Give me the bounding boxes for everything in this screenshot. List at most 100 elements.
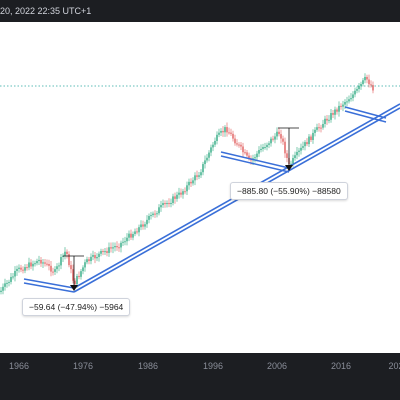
candle-body: [112, 247, 114, 249]
candle-body: [160, 205, 162, 208]
candle-body: [244, 152, 246, 154]
candle-body: [162, 203, 164, 206]
measure-label-1974[interactable]: −59.64 (−47.94%) −5964: [22, 298, 131, 316]
chart-canvas[interactable]: [0, 22, 400, 353]
candle-body: [270, 138, 272, 144]
candle-body: [48, 264, 50, 266]
candle-body: [370, 84, 372, 86]
candle-body: [136, 231, 138, 233]
candle-body: [234, 138, 236, 144]
candle-body: [356, 89, 358, 91]
candle-body: [262, 147, 264, 149]
candle-body: [24, 267, 26, 271]
time-tick: 2016: [330, 361, 352, 371]
candle-body: [138, 227, 140, 233]
time-tick: 1976: [72, 361, 94, 371]
trendline-lower[interactable]: [23, 278, 75, 293]
candle-body: [362, 80, 364, 85]
candle-body: [70, 265, 72, 270]
candle-body: [28, 262, 30, 268]
candle-body: [102, 250, 104, 252]
time-axis[interactable]: 1966 1976 1986 1996 2006 2016 202: [0, 353, 400, 400]
candle-body: [32, 263, 34, 267]
candle-body: [256, 153, 258, 158]
candle-body: [60, 257, 62, 266]
candle-body: [232, 133, 234, 139]
candle-body: [346, 101, 348, 103]
candle-body: [296, 151, 298, 156]
candle-body: [224, 127, 226, 133]
candle-body: [220, 130, 222, 133]
candle-body: [142, 224, 144, 227]
candle-body: [212, 144, 214, 148]
candle-body: [164, 203, 166, 205]
candle-body: [78, 275, 80, 277]
candle-body: [50, 265, 52, 272]
candle-body: [248, 155, 250, 159]
candle-body: [184, 191, 186, 193]
candle-body: [146, 219, 148, 225]
candle-body: [42, 262, 44, 264]
trendline-recent[interactable]: [344, 106, 387, 123]
candle-body: [176, 194, 178, 199]
candle-body: [194, 175, 196, 181]
measure-label-2008[interactable]: −885.80 (−55.90%) −88580: [230, 182, 348, 200]
candle-body: [18, 267, 20, 269]
candle-body: [274, 136, 276, 140]
candle-body: [44, 262, 46, 264]
candle-body: [344, 101, 346, 105]
candle-body: [200, 172, 202, 176]
time-tick: 202: [388, 361, 400, 371]
drawdown-measure-2008[interactable]: [278, 127, 299, 171]
candle-body: [10, 276, 12, 282]
candle-body: [286, 153, 288, 158]
candle-body: [174, 196, 176, 199]
candle-body: [246, 152, 248, 156]
candle-body: [132, 234, 134, 238]
candle-body: [188, 181, 190, 186]
candle-body: [300, 147, 302, 151]
candle-body: [322, 123, 324, 128]
candle-body: [348, 99, 350, 102]
candle-body: [268, 143, 270, 145]
candle-body: [358, 85, 360, 90]
time-tick: 1966: [8, 361, 30, 371]
candle-body: [54, 269, 56, 272]
candle-body: [338, 105, 340, 112]
candle-body: [218, 132, 220, 135]
candle-body: [368, 79, 370, 85]
candle-body: [106, 251, 108, 253]
candle-body: [294, 155, 296, 159]
candle-body: [264, 147, 266, 149]
candle-body: [240, 144, 242, 147]
candle-body: [196, 175, 198, 177]
candle-body: [226, 127, 228, 133]
candle-body: [276, 131, 278, 137]
drawdown-measure-1974[interactable]: [63, 255, 84, 291]
price-chart[interactable]: −59.64 (−47.94%) −5964 −885.80 (−55.90%)…: [0, 22, 400, 353]
candle-body: [88, 259, 90, 262]
candle-body: [92, 255, 94, 257]
candle-body: [52, 271, 54, 273]
candle-body: [284, 141, 286, 154]
candle-body: [236, 143, 238, 145]
candle-body: [172, 196, 174, 203]
candle-body: [134, 231, 136, 235]
candle-body: [350, 98, 352, 100]
candle-body: [214, 140, 216, 145]
candle-body: [206, 157, 208, 161]
candle-body: [318, 127, 320, 129]
candle-body: [352, 94, 354, 99]
candle-body: [8, 281, 10, 283]
trendline-upper[interactable]: [220, 151, 290, 173]
candle-body: [40, 259, 42, 264]
candle-body: [272, 138, 274, 140]
candle-body: [178, 192, 180, 195]
candle-body: [192, 180, 194, 184]
candle-body: [202, 164, 204, 173]
candle-body: [292, 158, 294, 164]
candle-body: [238, 144, 240, 146]
candle-body: [280, 134, 282, 139]
candle-body: [100, 250, 102, 254]
candle-body: [266, 144, 268, 148]
